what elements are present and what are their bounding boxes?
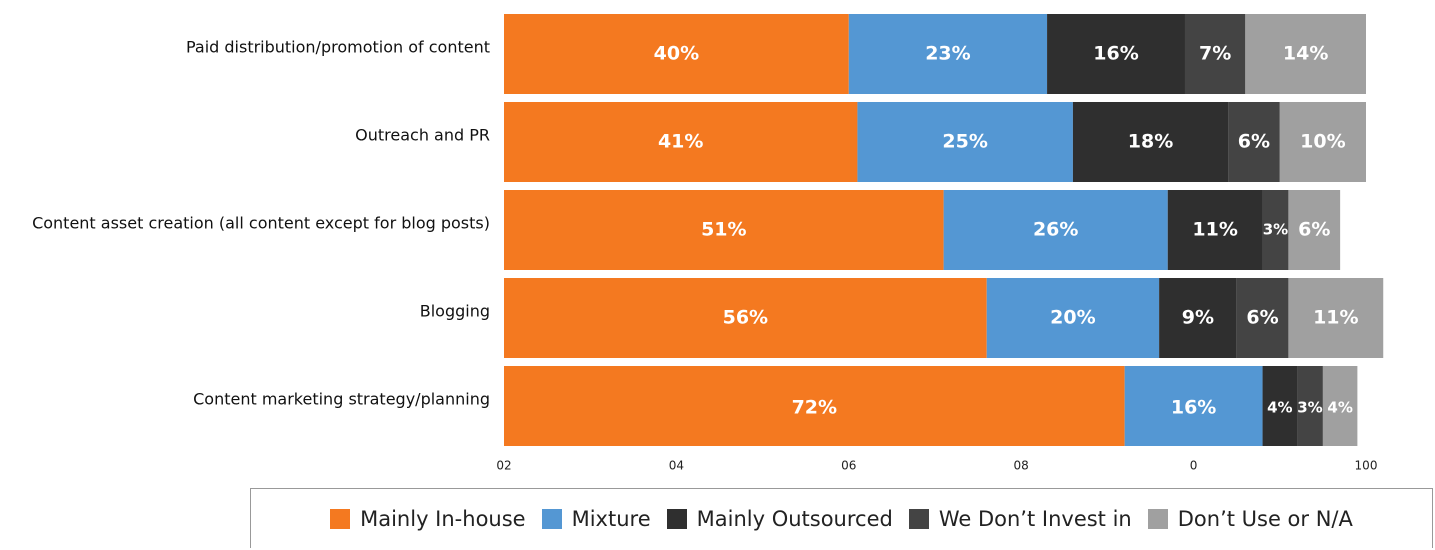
bar-segment xyxy=(857,102,1073,182)
x-tick-label: 100 xyxy=(1355,459,1378,473)
value-label: 56% xyxy=(723,307,768,329)
bar-segment xyxy=(1245,14,1366,94)
bar-segment xyxy=(986,278,1160,358)
bar-segment xyxy=(504,102,858,182)
value-label: 4% xyxy=(1327,399,1352,417)
bar-segment xyxy=(1262,366,1298,446)
value-label: 6% xyxy=(1298,219,1330,241)
bar-segment xyxy=(1322,366,1358,446)
bar-segment xyxy=(1124,366,1263,446)
legend-item: Don’t Use or N/A xyxy=(1147,506,1353,531)
legend-label: Don’t Use or N/A xyxy=(1177,506,1353,531)
value-label: 11% xyxy=(1192,219,1237,241)
value-label: 16% xyxy=(1171,397,1216,419)
category-label: Content marketing strategy/planning xyxy=(193,390,490,409)
x-tick-label: 0 xyxy=(1190,459,1198,473)
category-label: Blogging xyxy=(420,302,490,321)
value-label: 72% xyxy=(792,397,837,419)
legend-item: Mainly Outsourced xyxy=(666,506,893,531)
legend: Mainly In-house Mixture Mainly Outsourced W… xyxy=(250,488,1433,548)
bar-segment xyxy=(504,14,849,94)
x-tick-label: 08 xyxy=(1014,459,1029,473)
bar-segment xyxy=(504,366,1125,446)
legend-label: Mainly In-house xyxy=(360,506,526,531)
value-label: 20% xyxy=(1050,307,1095,329)
value-label: 6% xyxy=(1238,131,1270,153)
x-tick-label: 02 xyxy=(496,459,511,473)
category-label: Content asset creation (all content exce… xyxy=(32,214,490,233)
legend-label: We Don’t Invest in xyxy=(938,506,1132,531)
value-label: 41% xyxy=(658,131,703,153)
value-label: 18% xyxy=(1128,131,1173,153)
legend-item: Mixture xyxy=(541,506,651,531)
value-label: 3% xyxy=(1263,221,1288,239)
legend-swatch xyxy=(330,508,351,529)
bar-segment xyxy=(1262,190,1289,270)
value-label: 9% xyxy=(1182,307,1214,329)
bar-segment xyxy=(1159,278,1237,358)
legend-swatch xyxy=(541,508,562,529)
x-tick-label: 04 xyxy=(669,459,684,473)
legend-item: Mainly In-house xyxy=(330,506,526,531)
value-label: 40% xyxy=(654,43,699,65)
bar-segment xyxy=(1184,14,1246,94)
bar-segment xyxy=(1236,278,1289,358)
chart: 02 04 06 08 0 100 Paid distribution/promotion … xyxy=(32,14,1384,473)
category-label: Paid distribution/promotion of content xyxy=(186,38,490,57)
bar-segment xyxy=(848,14,1048,94)
value-label: 10% xyxy=(1300,131,1345,153)
value-label: 25% xyxy=(942,131,987,153)
value-label: 14% xyxy=(1283,43,1328,65)
bar-segment xyxy=(1047,14,1185,94)
value-label: 23% xyxy=(925,43,970,65)
legend-swatch xyxy=(1147,508,1168,529)
bar-segment xyxy=(1228,102,1280,182)
category-label: Outreach and PR xyxy=(355,126,490,145)
bar-segment xyxy=(943,190,1168,270)
bar-segment xyxy=(1279,102,1366,182)
legend-swatch xyxy=(666,508,687,529)
legend-label: Mainly Outsourced xyxy=(696,506,893,531)
bar-segment xyxy=(1297,366,1323,446)
value-label: 7% xyxy=(1199,43,1231,65)
value-label: 3% xyxy=(1297,399,1322,417)
bar-segment xyxy=(1072,102,1229,182)
value-label: 4% xyxy=(1267,399,1292,417)
value-label: 11% xyxy=(1313,307,1358,329)
bar-segment xyxy=(1288,278,1384,358)
value-label: 51% xyxy=(701,219,746,241)
bar-segment xyxy=(1288,190,1341,270)
bar-segment xyxy=(1167,190,1263,270)
value-label: 26% xyxy=(1033,219,1078,241)
legend-label: Mixture xyxy=(571,506,651,531)
bar-segment xyxy=(504,190,944,270)
x-tick-label: 06 xyxy=(841,459,856,473)
legend-swatch xyxy=(908,508,929,529)
value-label: 16% xyxy=(1093,43,1138,65)
bar-segment xyxy=(504,278,987,358)
value-label: 6% xyxy=(1246,307,1278,329)
legend-item: We Don’t Invest in xyxy=(908,506,1132,531)
